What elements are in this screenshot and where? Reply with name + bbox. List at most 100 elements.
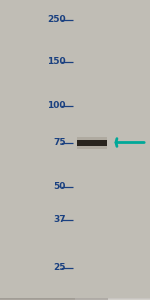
Bar [75, 299, 108, 300]
Bar [75, 298, 108, 300]
Bar [0, 298, 75, 299]
Bar [75, 298, 108, 299]
Bar [108, 298, 150, 299]
Text: 25: 25 [54, 263, 66, 272]
Bar [0, 299, 75, 300]
Bar [0, 299, 75, 300]
Bar [108, 298, 150, 299]
Bar [0, 298, 75, 299]
Bar [75, 298, 108, 299]
Bar [108, 298, 150, 299]
Bar [108, 299, 150, 300]
Bar [108, 299, 150, 300]
Bar [0, 299, 75, 300]
Bar [108, 298, 150, 299]
Bar [108, 298, 150, 299]
Bar [0, 299, 75, 300]
Bar [108, 298, 150, 299]
Bar [0, 298, 75, 299]
Bar [75, 298, 108, 299]
Bar [75, 299, 108, 300]
Bar [75, 298, 108, 299]
Bar [108, 298, 150, 299]
Bar [0, 298, 75, 299]
Bar [0, 298, 75, 299]
Bar [75, 298, 108, 299]
Bar [108, 298, 150, 299]
Bar [0, 298, 75, 300]
Bar [0, 298, 75, 299]
Bar [0, 299, 75, 300]
Bar [108, 298, 150, 299]
Bar [0, 298, 75, 299]
Bar [0, 298, 75, 300]
Bar [108, 298, 150, 299]
Bar [0, 298, 75, 299]
Bar [75, 298, 108, 300]
Bar [0, 299, 75, 300]
Bar [75, 298, 108, 299]
Bar [0, 298, 75, 299]
Bar [75, 298, 108, 299]
Bar [75, 299, 108, 300]
Bar [75, 298, 108, 299]
Bar [75, 298, 108, 299]
Bar [75, 298, 108, 299]
Bar [108, 298, 150, 299]
Bar [0, 298, 75, 299]
Bar [108, 298, 150, 299]
Bar [0, 299, 75, 300]
Bar [108, 298, 150, 299]
Bar [0, 299, 75, 300]
Bar [75, 299, 108, 300]
Bar [75, 298, 108, 299]
Bar [108, 298, 150, 299]
Bar [108, 298, 150, 299]
Bar [0, 298, 75, 299]
Bar [0, 299, 75, 300]
Bar [108, 298, 150, 300]
Bar [0, 299, 75, 300]
Bar [75, 299, 108, 300]
Bar [75, 298, 108, 299]
Bar [108, 298, 150, 300]
Bar [0, 299, 75, 300]
Bar [0, 298, 75, 299]
Bar [0, 298, 75, 299]
Bar [108, 298, 150, 299]
Bar [0, 299, 75, 300]
Bar [0, 298, 75, 299]
Bar [75, 298, 108, 300]
Bar [0, 299, 75, 300]
Bar [75, 299, 108, 300]
Bar [0, 298, 75, 299]
Bar [108, 299, 150, 300]
Bar [75, 299, 108, 300]
Bar [0, 298, 75, 299]
Bar [108, 298, 150, 299]
Bar [0, 299, 75, 300]
Bar [0, 298, 75, 299]
Bar [75, 299, 108, 300]
Bar [108, 299, 150, 300]
Bar [0, 298, 75, 299]
Bar [108, 298, 150, 299]
Bar [0, 298, 75, 299]
Bar [0, 298, 75, 299]
Bar [75, 298, 108, 299]
Bar [108, 298, 150, 299]
Bar [108, 299, 150, 300]
Bar [75, 298, 108, 299]
Bar [108, 299, 150, 300]
Bar [0, 298, 75, 299]
Bar [75, 299, 108, 300]
Bar [75, 299, 108, 300]
Bar [108, 299, 150, 300]
Bar [75, 298, 108, 299]
Bar [75, 298, 108, 299]
Bar [75, 299, 108, 300]
Bar [75, 298, 108, 299]
Bar [108, 298, 150, 299]
Bar [75, 298, 108, 300]
Bar [108, 299, 150, 300]
